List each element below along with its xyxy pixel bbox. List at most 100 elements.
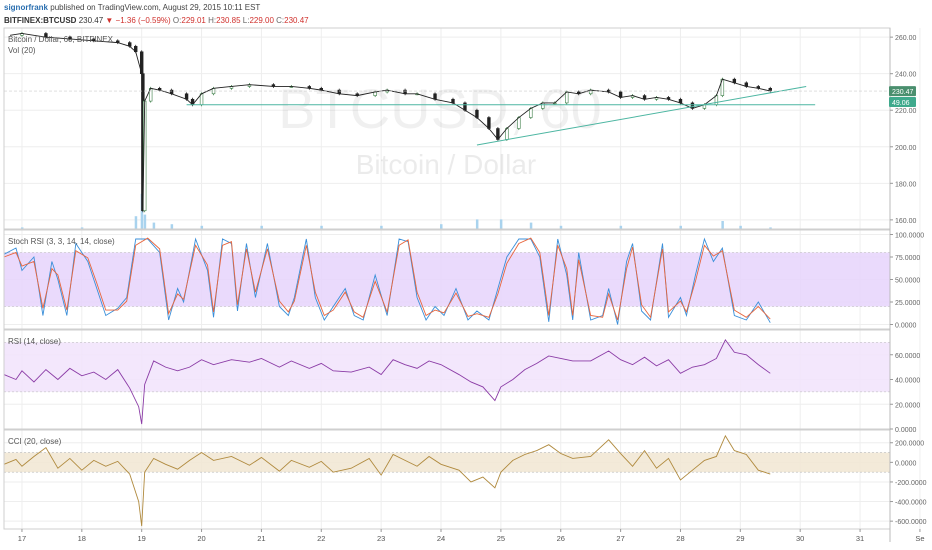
ohlc-line: BITFINEX:BTCUSD 230.47 ▼ −1.36 (−0.59%) … xyxy=(4,16,309,25)
high-value: 230.85 xyxy=(216,16,241,25)
volume-bar xyxy=(499,219,503,229)
volume-bar xyxy=(200,225,204,229)
volume-bar xyxy=(320,225,323,229)
x-tick-label: 31 xyxy=(856,534,864,543)
last-price-badge xyxy=(889,86,916,97)
author-link[interactable]: signorfrank xyxy=(4,3,49,12)
volume-bar xyxy=(679,225,682,229)
x-tick-label: 24 xyxy=(437,534,445,543)
main-pane-title: Bitcoin / Dollar, 60, BITFINEX xyxy=(8,35,114,44)
y-tick-label: 20.0000 xyxy=(895,402,920,409)
y-tick-label: 160.00 xyxy=(895,218,917,225)
y-tick-label: -400.0000 xyxy=(895,500,927,507)
x-tick-label: 30 xyxy=(796,534,804,543)
x-tick-label: 17 xyxy=(18,534,26,543)
pane-frames xyxy=(3,27,891,542)
volume-bar xyxy=(170,224,174,229)
volume-bar xyxy=(769,227,772,229)
y-tick-label: 240.00 xyxy=(895,72,917,79)
series-line-rsi xyxy=(3,339,771,425)
indicator-band xyxy=(4,342,890,392)
watermark-name: Bitcoin / Dollar xyxy=(356,149,537,180)
publisher-line: signorfrank published on TradingView.com… xyxy=(4,3,260,12)
candle-body xyxy=(565,91,569,104)
x-tick-label: 21 xyxy=(257,534,265,543)
volume-bar xyxy=(80,227,84,229)
y-tick-label: 60.0000 xyxy=(895,353,920,360)
rsi-title: RSI (14, close) xyxy=(8,337,61,346)
close-value: 230.47 xyxy=(284,16,309,25)
candle-body xyxy=(517,117,521,129)
x-tick-label: 27 xyxy=(616,534,624,543)
x-tick-label: 20 xyxy=(197,534,205,543)
open-label: O: xyxy=(172,16,182,25)
y-tick-label: -600.0000 xyxy=(895,519,927,526)
last-price-badge-text: 230.47 xyxy=(892,89,914,96)
y-tick-label: 75.0000 xyxy=(895,255,920,262)
volume-bar xyxy=(619,225,623,229)
close-label: C: xyxy=(276,16,285,25)
y-tick-label: 200.0000 xyxy=(895,441,924,448)
x-tick-label: 26 xyxy=(557,534,565,543)
cci-title: CCI (20, close) xyxy=(8,437,62,446)
pane-titles: Bitcoin / Dollar, 60, BITFINEX Vol (20) St… xyxy=(8,35,115,446)
volume-bar xyxy=(559,225,563,229)
symbol-label[interactable]: BITFINEX:BTCUSD xyxy=(4,16,77,25)
volume-bar xyxy=(721,221,724,229)
volume-bar xyxy=(152,222,156,229)
pane-frame xyxy=(3,429,891,530)
y-tick-label: 0.0000 xyxy=(895,323,917,330)
x-tick-label: 29 xyxy=(736,534,744,543)
volume-bar xyxy=(739,225,742,229)
x-tick-label: 18 xyxy=(78,534,86,543)
y-tick-label: -200.0000 xyxy=(895,480,927,487)
x-tick-label: 28 xyxy=(676,534,684,543)
price-change: ▼ −1.36 (−0.59%) xyxy=(105,16,171,25)
volume-bar xyxy=(140,193,144,229)
y-tick-label: 0.0000 xyxy=(895,460,917,467)
volume-title: Vol (20) xyxy=(8,46,36,55)
y-tick-label: 25.0000 xyxy=(895,300,920,307)
y-tick-label: 50.0000 xyxy=(895,278,920,285)
watermark-ticker: BTCUSD, 60 xyxy=(278,77,602,140)
published-text: published on TradingView.com, August 29,… xyxy=(50,3,261,12)
low-value: 229.00 xyxy=(249,16,274,25)
low-label: L: xyxy=(242,16,250,25)
series-line-k xyxy=(3,237,771,325)
volume-bar xyxy=(529,222,533,229)
indicator-bands xyxy=(4,252,890,473)
candle-body xyxy=(433,93,437,100)
series-marks xyxy=(3,32,772,527)
trendline-badge-text: 49.06 xyxy=(892,100,910,107)
candle-body xyxy=(487,117,491,129)
x-tick-label: 23 xyxy=(377,534,385,543)
trendline xyxy=(476,85,807,146)
volume-bar xyxy=(380,225,383,229)
volume-bar xyxy=(20,227,24,229)
open-value: 229.01 xyxy=(181,16,206,25)
x-tick-label: 19 xyxy=(138,534,146,543)
y-tick-label: 100.0000 xyxy=(895,233,924,240)
candle-body xyxy=(714,95,719,106)
x-tick-label: Se xyxy=(915,534,924,543)
x-tick-label: 22 xyxy=(317,534,325,543)
trendline-badge xyxy=(889,97,916,108)
volume-bar xyxy=(440,224,443,229)
volume-bar xyxy=(134,216,138,229)
series-line-cci xyxy=(3,434,771,527)
volume-bar xyxy=(143,214,147,229)
y-tick-label: 220.00 xyxy=(895,108,917,115)
x-tick-label: 25 xyxy=(497,534,505,543)
high-label: H: xyxy=(208,16,217,25)
y-tick-label: 40.0000 xyxy=(895,378,920,385)
y-tick-label: 0.0000 xyxy=(895,427,917,434)
last-price: 230.47 xyxy=(78,16,104,25)
trendlines[interactable] xyxy=(4,85,890,146)
stoch-rsi-title: Stoch RSI (3, 3, 14, 14, close) xyxy=(8,237,115,246)
candle-body xyxy=(529,108,533,118)
y-tick-label: 200.00 xyxy=(895,145,917,152)
series-line-d xyxy=(3,237,771,321)
volume-bar xyxy=(260,225,263,229)
y-tick-label: 180.00 xyxy=(895,181,917,188)
